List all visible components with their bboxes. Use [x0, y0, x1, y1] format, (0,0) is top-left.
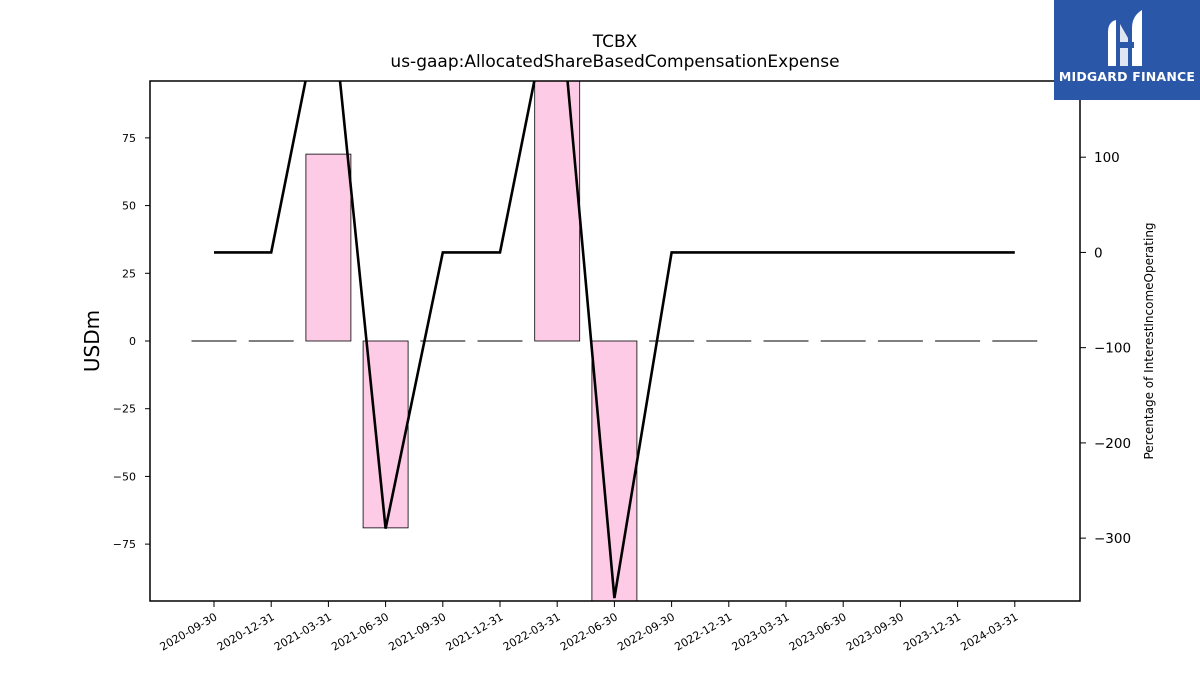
x-tick-label-3: 2021-06-30 [329, 610, 391, 653]
x-tick-label-10: 2023-03-31 [730, 610, 792, 653]
y-tick-label-4: 25 [122, 267, 136, 280]
x-tick-label-6: 2022-03-31 [501, 610, 563, 653]
x-tick-label-9: 2022-12-31 [672, 610, 734, 653]
y2-tick-label-0: −300 [1094, 531, 1131, 547]
bar-7 [591, 340, 638, 601]
logo-text: MIDGARD FINANCE [1058, 69, 1196, 84]
bar-layer [305, 81, 638, 601]
y-tick-label-0: −75 [113, 538, 136, 551]
x-tick-label-12: 2023-09-30 [844, 610, 906, 653]
x-tick-label-8: 2022-09-30 [615, 610, 677, 653]
line-layer [214, 81, 1015, 599]
x-tick-label-1: 2020-12-31 [215, 610, 277, 653]
y2-tick-label-2: −100 [1094, 341, 1131, 357]
x-tick-label-14: 2024-03-31 [958, 610, 1020, 653]
chart-title: TCBX [592, 32, 638, 52]
y2-tick-label-3: 0 [1094, 245, 1103, 261]
y-tick-label-2: −25 [113, 403, 136, 416]
x-tick-label-4: 2021-09-30 [386, 610, 448, 653]
y-tick-label-1: −50 [113, 470, 136, 483]
y-tick-label-3: 0 [129, 335, 136, 348]
y2-axis-label: Percentage of InterestIncomeOperating [1142, 222, 1156, 459]
x-axis: 2020-09-302020-12-312021-03-312021-06-30… [158, 601, 1020, 654]
percentage-line [214, 81, 1015, 599]
bar-2 [305, 153, 352, 342]
x-tick-label-11: 2023-06-30 [787, 610, 849, 653]
x-tick-label-0: 2020-09-30 [158, 610, 220, 653]
x-tick-label-5: 2021-12-31 [444, 610, 506, 653]
midgard-logo-icon [1108, 10, 1142, 66]
chart-subtitle: us-gaap:AllocatedShareBasedCompensationE… [390, 52, 840, 72]
y-axis-label: USDm [80, 310, 104, 372]
x-tick-label-13: 2023-12-31 [901, 610, 963, 653]
logo: MIDGARD FINANCE [1054, 0, 1200, 100]
y-tick-label-6: 75 [122, 132, 136, 145]
x-tick-label-7: 2022-06-30 [558, 610, 620, 653]
y2-tick-label-1: −200 [1094, 436, 1131, 452]
y2-tick-label-4: 100 [1094, 150, 1120, 166]
x-tick-label-2: 2021-03-31 [272, 610, 334, 653]
left-axis: −75 −50 −25 0 25 50 75 [113, 132, 150, 551]
right-axis: −300 −200 −100 0 100 [1080, 150, 1131, 547]
y-tick-label-5: 50 [122, 200, 136, 213]
